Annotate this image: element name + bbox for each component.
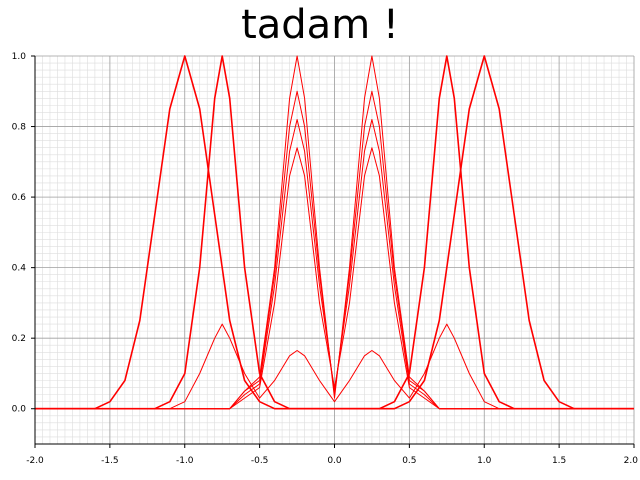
axes [31, 55, 635, 448]
series-line-5 [35, 90, 634, 410]
series-line-2 [35, 55, 634, 410]
y-tick-label: 0.6 [12, 193, 27, 203]
y-tick-label: 1.0 [12, 52, 27, 62]
x-tick-labels: -2.0 -1.5 -1.0 -0.5 0.0 0.5 1.0 1.5 2.0 [26, 456, 638, 466]
series-group [35, 55, 634, 410]
x-tick-label: -2.0 [26, 456, 44, 466]
y-tick-label: 0.0 [12, 405, 27, 415]
x-tick-label: -0.5 [251, 456, 269, 466]
x-tick-label: 1.5 [552, 456, 566, 466]
x-tick-label: 0.5 [402, 456, 416, 466]
x-tick-label: 2.0 [624, 456, 639, 466]
x-tick-label: -1.5 [101, 456, 119, 466]
y-tick-label: 0.4 [12, 264, 27, 274]
x-tick-label: -1.0 [176, 456, 194, 466]
chart-title: tadam ! [241, 2, 399, 48]
x-tick-label: 0.0 [327, 456, 342, 466]
series-line-7 [35, 147, 634, 410]
series-line-3 [35, 323, 634, 410]
series-line-6 [35, 119, 634, 410]
x-tick-label: 1.0 [477, 456, 492, 466]
y-tick-label: 0.8 [12, 123, 27, 133]
y-tick-labels: 0.0 0.2 0.4 0.6 0.8 1.0 [12, 52, 27, 415]
y-tick-label: 0.2 [12, 334, 26, 344]
